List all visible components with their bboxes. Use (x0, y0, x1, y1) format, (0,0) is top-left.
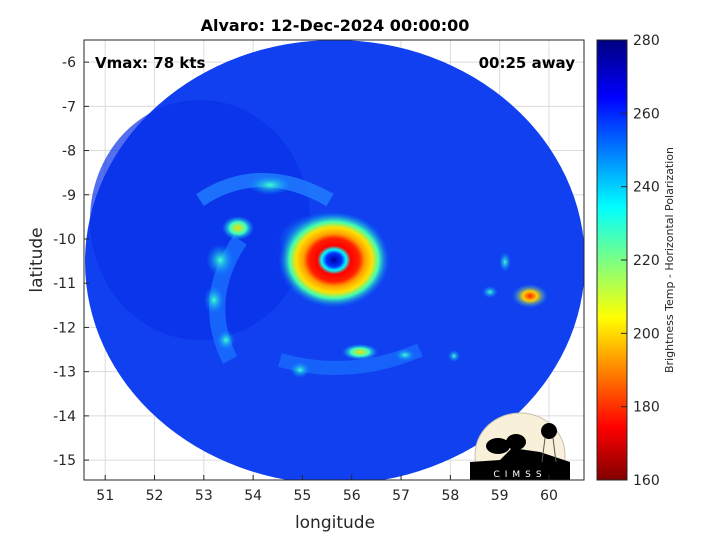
rainband-cell (448, 350, 460, 362)
x-tick-label: 57 (392, 488, 410, 504)
y-tick-label: -7 (62, 99, 76, 115)
hurricane-eye (278, 212, 390, 308)
x-tick-label: 59 (491, 488, 509, 504)
rainband-cell (395, 349, 415, 361)
rainband-cell (290, 362, 310, 378)
vmax-label: Vmax: 78 kts (95, 54, 205, 72)
x-tick-label: 60 (540, 488, 558, 504)
x-tick-label: 53 (195, 488, 213, 504)
x-tick-label: 51 (96, 488, 114, 504)
x-ticks: 51 52 53 54 55 56 57 58 59 60 (96, 475, 558, 504)
x-tick-label: 58 (441, 488, 459, 504)
colorbar-label: Brightness Temp - Horizontal Polarizatio… (663, 147, 676, 373)
brightness-temp-image: CIMSS (85, 40, 584, 480)
colorbar-tick-label: 260 (633, 106, 660, 122)
convective-cell (482, 286, 498, 298)
y-tick-label: -10 (53, 232, 76, 248)
x-tick-label: 56 (343, 488, 361, 504)
y-tick-label: -9 (62, 188, 76, 204)
logo-text: CIMSS (493, 470, 546, 480)
x-tick-label: 54 (244, 488, 262, 504)
rainband-cell (206, 244, 234, 276)
colorbar-tick-label: 200 (633, 326, 660, 342)
y-axis-label: latitude (27, 227, 47, 292)
plot-frame (83, 39, 585, 481)
x-axis-label: longitude (295, 513, 375, 533)
x-tick-label: 52 (146, 488, 164, 504)
y-tick-label: -11 (53, 276, 76, 292)
y-tick-label: -14 (53, 409, 76, 425)
y-tick-label: -12 (53, 320, 76, 336)
cimss-logo: CIMSS (470, 412, 570, 480)
colorbar-tick-label: 220 (633, 253, 660, 269)
convective-cell (499, 252, 511, 272)
y-tick-label: -8 (62, 144, 76, 160)
y-tick-label: -6 (62, 55, 76, 71)
colorbar-tick-label: 180 (633, 400, 660, 416)
y-ticks: -6 -7 -8 -9 -10 -11 -12 -13 -14 -15 (53, 55, 89, 469)
colorbar-ticks: 160 180 200 220 240 260 280 (621, 33, 660, 489)
chart-title: Alvaro: 12-Dec-2024 00:00:00 (201, 16, 470, 35)
convective-cell (512, 284, 548, 308)
y-tick-label: -13 (53, 365, 76, 381)
rainband-cell (222, 216, 254, 240)
time-away-label: 00:25 away (479, 54, 576, 72)
colorbar-tick-label: 280 (633, 33, 660, 49)
colorbar-tick-label: 240 (633, 180, 660, 196)
colorbar-tick-label: 160 (633, 473, 660, 489)
rainband-cell (342, 344, 378, 360)
rainband-cell (248, 175, 292, 195)
rainband-cell (217, 330, 235, 350)
y-tick-label: -15 (53, 453, 76, 469)
rainband-cell (204, 286, 224, 314)
x-tick-label: 55 (294, 488, 312, 504)
